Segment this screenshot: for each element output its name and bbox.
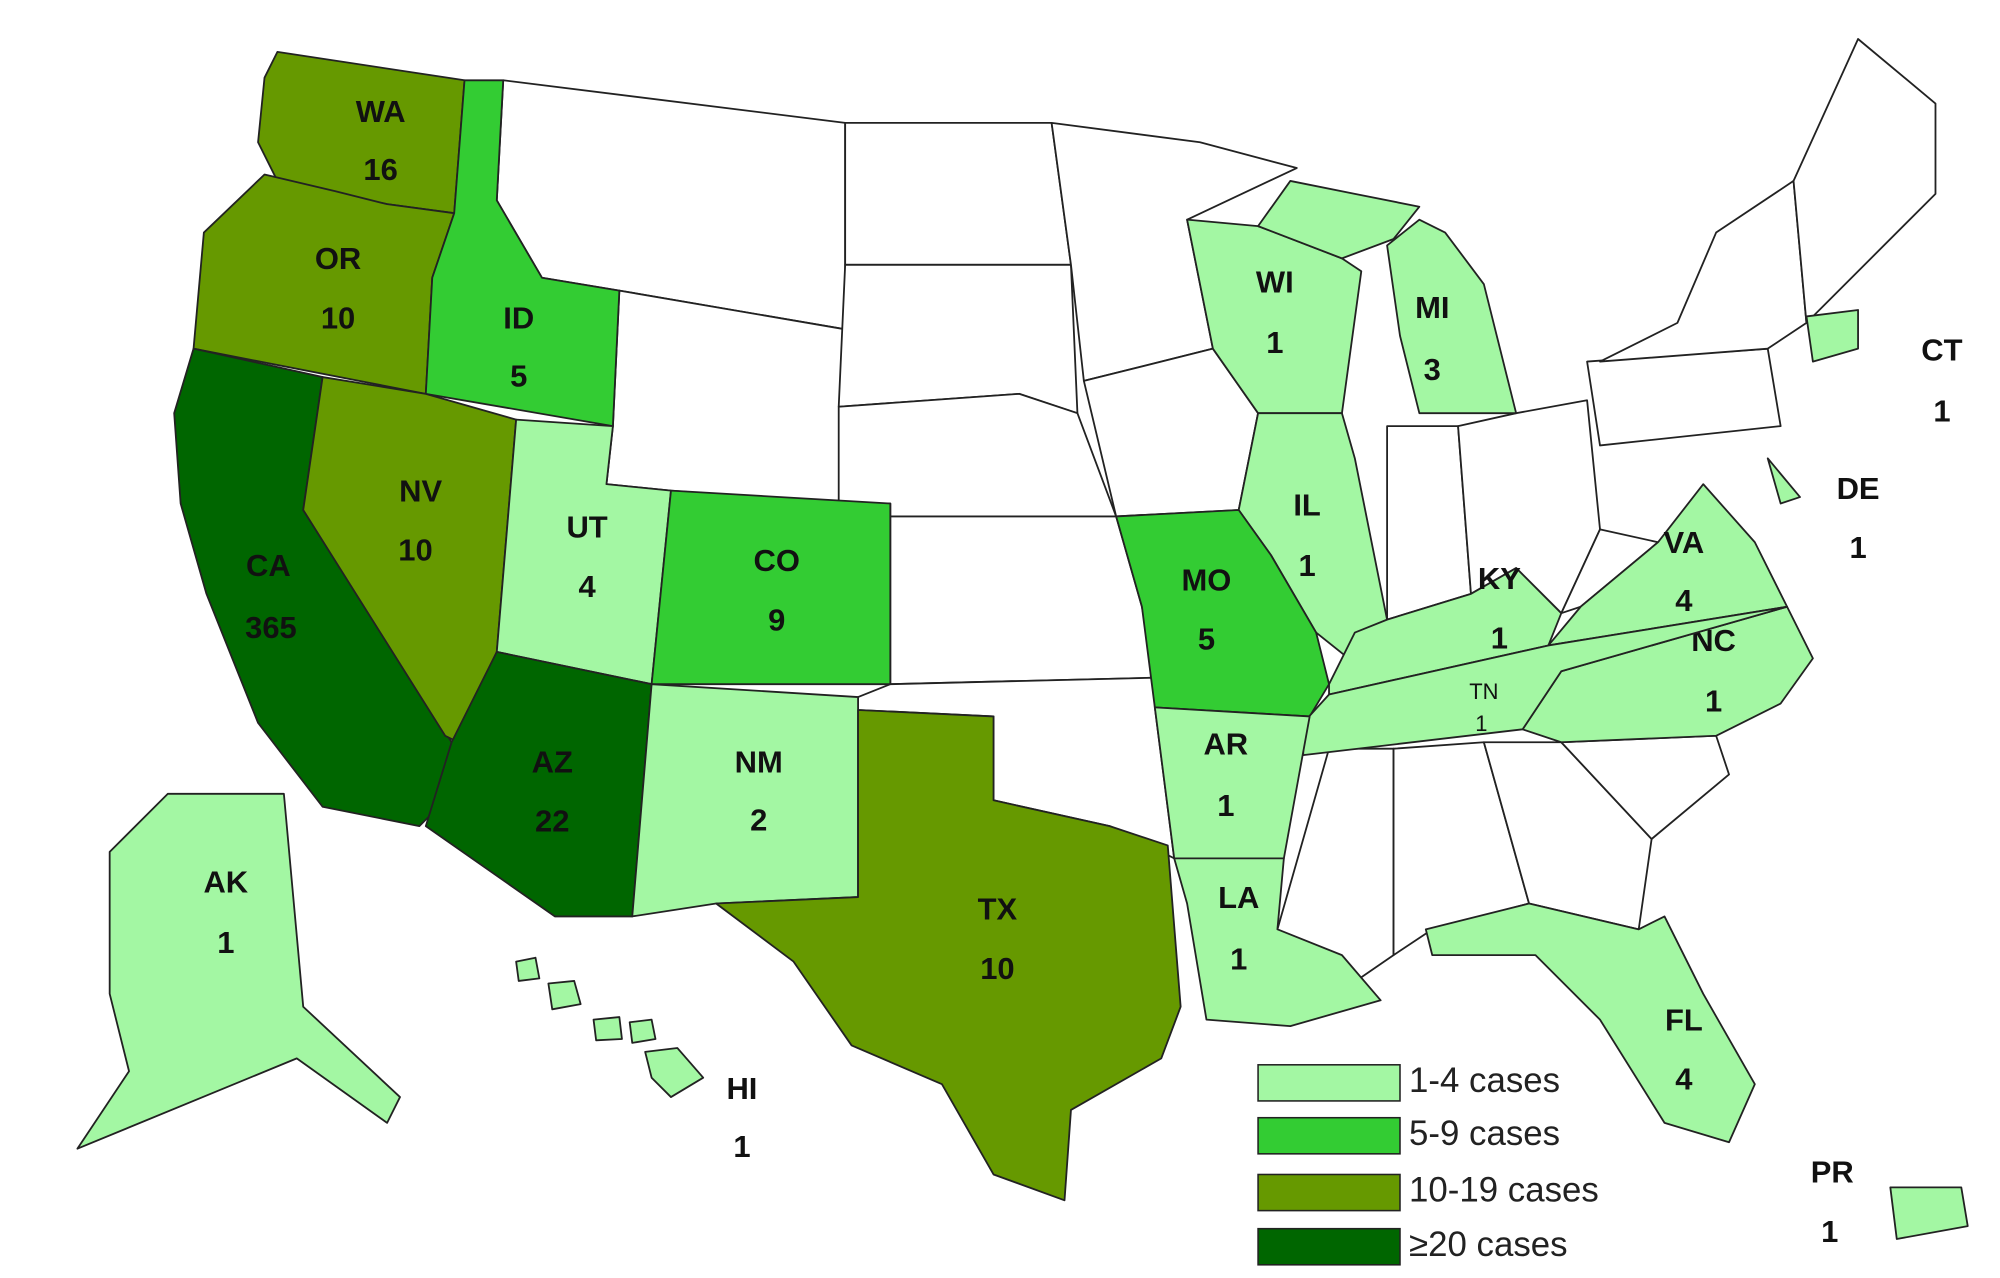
legend-swatch — [1257, 1064, 1401, 1102]
state-shape — [1302, 605, 1788, 757]
state-abbr: CO — [754, 543, 800, 578]
state-abbr: NM — [735, 744, 783, 779]
state-count: 1 — [217, 925, 234, 960]
state-shape — [1889, 1186, 1969, 1240]
state-abbr: LA — [1218, 880, 1259, 915]
state-shape — [1257, 180, 1421, 260]
state-count: 1 — [1230, 942, 1247, 977]
state-count: 22 — [535, 804, 569, 839]
state-shape — [628, 1018, 657, 1044]
state-abbr: MI — [1415, 290, 1449, 325]
state-count: 1 — [1217, 788, 1234, 823]
state-shape — [547, 980, 582, 1011]
state-abbr: WA — [356, 94, 406, 129]
legend-label: ≥20 cases — [1409, 1225, 1568, 1264]
state-abbr: AK — [203, 864, 248, 899]
legend-swatch — [1257, 1173, 1401, 1212]
state-count: 4 — [578, 569, 596, 604]
state-abbr: AZ — [532, 744, 573, 779]
state-abbr: AR — [1203, 726, 1248, 761]
state-shape — [1386, 218, 1518, 415]
state-count: 9 — [768, 602, 785, 637]
state-abbr: ID — [503, 300, 534, 335]
state-abbr: CA — [246, 548, 291, 583]
state-shape — [1805, 309, 1859, 363]
state-count: 5 — [1198, 622, 1215, 657]
state-abbr: HI — [726, 1071, 757, 1106]
state-abbr: MO — [1182, 562, 1232, 597]
state-abbr: CT — [1921, 333, 1962, 368]
state-abbr: VA — [1664, 525, 1705, 560]
state-count: 1 — [1266, 325, 1283, 360]
state-abbr: NV — [399, 473, 442, 508]
legend-label: 5-9 cases — [1409, 1114, 1560, 1153]
state-count: 10 — [980, 951, 1014, 986]
state-count: 2 — [750, 802, 767, 837]
state-shape — [592, 1016, 623, 1042]
state-shape — [715, 709, 1182, 1202]
state-count: 3 — [1424, 352, 1441, 387]
state-count: 1 — [1933, 393, 1950, 428]
state-shape — [76, 792, 401, 1150]
state-shape — [1424, 902, 1756, 1144]
state-count: 365 — [245, 610, 297, 645]
state-shape — [424, 79, 621, 427]
state-abbr: IL — [1293, 488, 1321, 523]
state-shape — [650, 489, 892, 686]
state-abbr: KY — [1478, 561, 1521, 596]
legend-label: 1-4 cases — [1409, 1061, 1560, 1100]
state-shape — [644, 1047, 705, 1098]
state-count: 1 — [1705, 684, 1722, 719]
state-shape — [515, 956, 541, 982]
state-abbr: FL — [1665, 1002, 1703, 1037]
state-count: 1 — [733, 1129, 750, 1164]
legend: 1-4 cases 5-9 cases 10-19 cases ≥20 cases — [1257, 1061, 1599, 1266]
state-shape — [631, 683, 859, 918]
state-count: 16 — [363, 152, 397, 187]
state-count: 1 — [1475, 711, 1487, 736]
state-abbr: DE — [1837, 471, 1880, 506]
state-count: 10 — [398, 533, 432, 568]
state-count: 1 — [1849, 530, 1866, 565]
state-abbr: PR — [1811, 1155, 1854, 1190]
state-count: 4 — [1675, 1062, 1693, 1097]
state-abbr: WI — [1256, 264, 1294, 299]
affected-states: WA 16 OR 10 ID 5 CA 365 NV 10 UT 4 CO 9 AZ 22 NM 2 TX 10 AK 1… — [76, 51, 1969, 1249]
state-shape — [1153, 706, 1311, 860]
state-abbr: UT — [566, 509, 607, 544]
legend-swatch — [1257, 1227, 1401, 1266]
state-abbr: TX — [978, 891, 1018, 926]
legend-swatch — [1257, 1116, 1401, 1155]
state-count: 10 — [321, 300, 355, 335]
state-shape — [1173, 857, 1382, 1027]
state-count: 5 — [510, 359, 527, 394]
legend-label: 10-19 cases — [1409, 1171, 1599, 1210]
state-count: 1 — [1298, 548, 1315, 583]
state-count: 1 — [1491, 620, 1508, 655]
state-shape — [1766, 457, 1801, 505]
unaffected-states — [495, 38, 1937, 1027]
state-count: 1 — [1821, 1214, 1838, 1249]
state-count: 4 — [1675, 583, 1693, 618]
state-abbr: TN — [1469, 679, 1498, 704]
state-abbr: OR — [315, 241, 361, 276]
